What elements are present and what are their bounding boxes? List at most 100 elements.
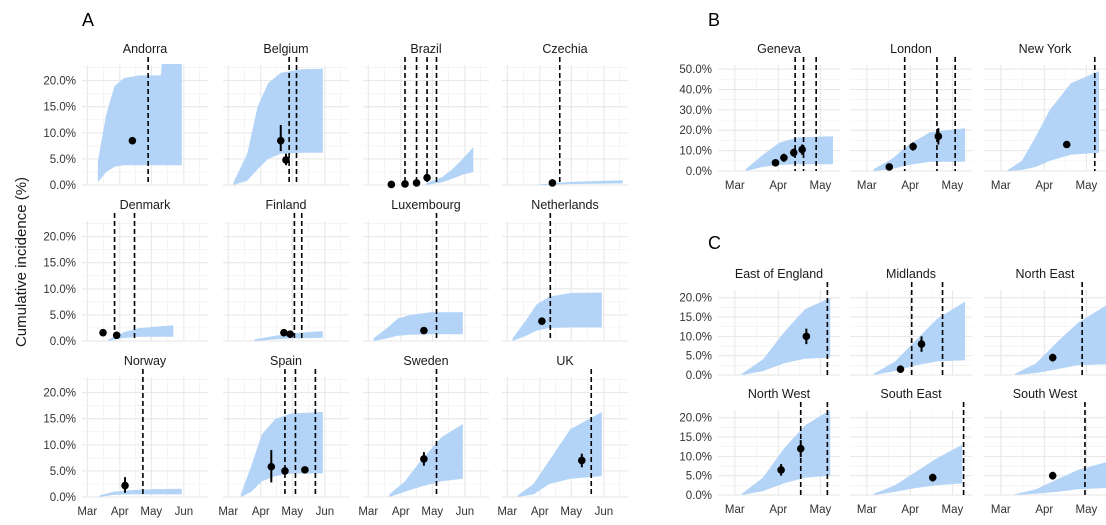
data-point [538,317,546,325]
credible-interval-ribbon [746,136,833,171]
facet-title: Spain [270,354,302,368]
data-point [896,365,905,374]
data-point [286,330,295,339]
facet-title: Geneva [757,42,801,56]
data-point [777,466,785,474]
data-point [934,132,943,141]
y-tick-label: 20.0% [43,388,76,400]
y-tick-label: 0.0% [50,180,76,192]
facet-south-west: South West Mar Apr May [984,387,1106,516]
data-point [909,142,917,151]
x-tick-label: Apr [1035,504,1053,516]
x-tick-label: Apr [769,504,787,516]
data-point [276,136,285,145]
x-tick-label: Mar [218,506,238,518]
facet-geneva: Geneva 0.0% 10.0% 20.0% 30.0% 40.0% 50.0% Mar Ap… [679,42,840,192]
facet-sweden: Sweden Mar Apr May Jun [358,354,489,518]
data-point [420,326,428,335]
credible-interval-ribbon [1007,71,1099,171]
x-tick-label: Mar [725,504,745,516]
data-point [789,148,798,157]
facet-container: Andorra 0.0% 5.0% 10.0% 15.0% 20.0% Belgium Bra… [43,42,1106,518]
facet-title: Belgium [263,42,308,56]
x-tick-label: May [560,506,582,518]
y-tick-label: 15.0% [43,102,76,114]
x-tick-label: Apr [1035,180,1053,192]
x-tick-label: Mar [497,506,517,518]
x-tick-label: Mar [77,506,97,518]
data-point [387,180,396,189]
data-point [780,153,788,162]
y-tick-label: 0.0% [686,370,712,382]
x-tick-label: Apr [901,180,919,192]
credible-interval-ribbon [741,410,831,495]
facet-denmark: Denmark 0.0% 5.0% 10.0% 15.0% 20.0% [43,198,208,348]
facet-title: South East [880,387,942,401]
y-tick-label: 0.0% [50,492,76,504]
data-point [802,332,811,341]
plot-area [502,65,628,185]
x-tick-label: Mar [857,180,877,192]
facet-luxembourg: Luxembourg [363,198,489,342]
x-tick-label: May [140,506,162,518]
x-tick-label: Jun [175,506,194,518]
y-tick-label: 20.0% [679,293,712,305]
data-point [928,473,937,482]
facet-title: New York [1019,42,1073,56]
x-tick-label: May [1076,180,1098,192]
data-point [99,328,107,337]
credible-interval-ribbon [99,488,182,497]
x-tick-label: May [421,506,443,518]
facet-title: North East [1015,267,1075,281]
data-point [281,467,289,475]
y-tick-label: 40.0% [679,84,712,96]
facet-title: Midlands [886,267,936,281]
x-tick-label: Mar [991,180,1011,192]
facet-czechia: Czechia [502,42,628,187]
facet-spain: Spain Mar Apr May Jun [218,354,349,518]
data-point [412,179,421,187]
data-point [1062,140,1071,149]
data-point [280,328,288,337]
x-tick-label: Apr [111,506,129,518]
y-tick-label: 30.0% [679,105,712,117]
credible-interval-ribbon [1014,305,1106,375]
data-point [128,136,137,145]
facet-east-of-england: East of England 0.0% 5.0% 10.0% 15.0% 20.0% [679,267,840,382]
facet-brazil: Brazil [363,42,489,189]
panel-letter-c: C [708,233,721,253]
y-tick-label: 10.0% [43,284,76,296]
x-tick-label: Jun [595,506,614,518]
facet-title: Denmark [120,198,171,212]
x-tick-label: Jun [456,506,475,518]
plot-area [223,221,349,341]
y-tick-label: 5.0% [50,310,76,322]
facet-new-york: New York Mar Apr May [984,42,1106,192]
data-point [267,462,276,471]
facet-title: Czechia [542,42,587,56]
credible-interval-ribbon [97,64,182,183]
y-tick-label: 5.0% [50,466,76,478]
facet-title: Netherlands [531,198,598,212]
x-tick-label: May [1076,504,1098,516]
x-tick-label: Mar [725,180,745,192]
facet-north-west: North West 0.0% 5.0% 10.0% 15.0% 20.0% Mar Apr M… [679,387,840,516]
facet-north-east: North East [984,267,1106,376]
x-tick-label: May [810,504,832,516]
credible-interval-ribbon [873,444,963,495]
x-tick-label: Mar [358,506,378,518]
panel-letter-b: B [708,10,720,30]
facet-title: UK [556,354,574,368]
y-tick-label: 15.0% [679,312,712,324]
facet-title: Andorra [123,42,168,56]
y-tick-label: 5.0% [686,351,712,363]
facet-title: Luxembourg [391,198,461,212]
x-tick-label: Mar [857,504,877,516]
credible-interval-ribbon [240,412,323,497]
y-tick-label: 0.0% [686,490,712,502]
x-tick-label: May [281,506,303,518]
data-point [798,145,806,154]
x-tick-label: May [942,504,964,516]
y-tick-label: 10.0% [43,128,76,140]
y-tick-label: 20.0% [43,232,76,244]
